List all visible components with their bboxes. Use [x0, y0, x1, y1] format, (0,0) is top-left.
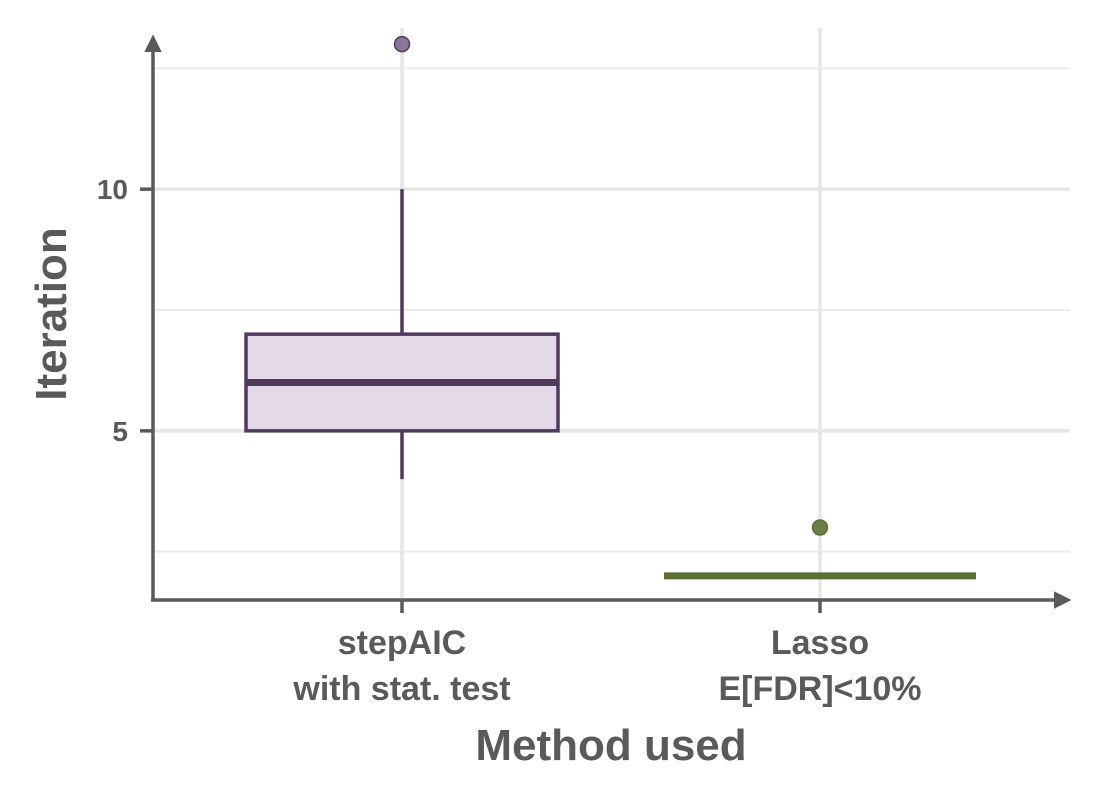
y-ticks: 5 10	[97, 174, 153, 447]
grid	[153, 28, 1070, 600]
x-axis-title: Method used	[475, 721, 746, 770]
boxes	[244, 35, 976, 580]
y-tick-label: 5	[112, 416, 128, 447]
outlier-point	[393, 35, 411, 53]
box-group	[244, 35, 560, 480]
box-group	[664, 519, 976, 580]
outlier-point	[811, 519, 829, 536]
y-tick-label: 10	[97, 174, 128, 205]
x-tick-label: E[FDR]<10%	[718, 670, 921, 708]
x-tick-label: Lasso	[771, 624, 869, 662]
y-axis-title: Iteration	[27, 227, 76, 401]
x-tick-label: stepAIC	[338, 624, 466, 662]
x-ticks: stepAIC with stat. test Lasso E[FDR]<10%	[292, 600, 922, 708]
x-tick-label: with stat. test	[292, 670, 510, 708]
